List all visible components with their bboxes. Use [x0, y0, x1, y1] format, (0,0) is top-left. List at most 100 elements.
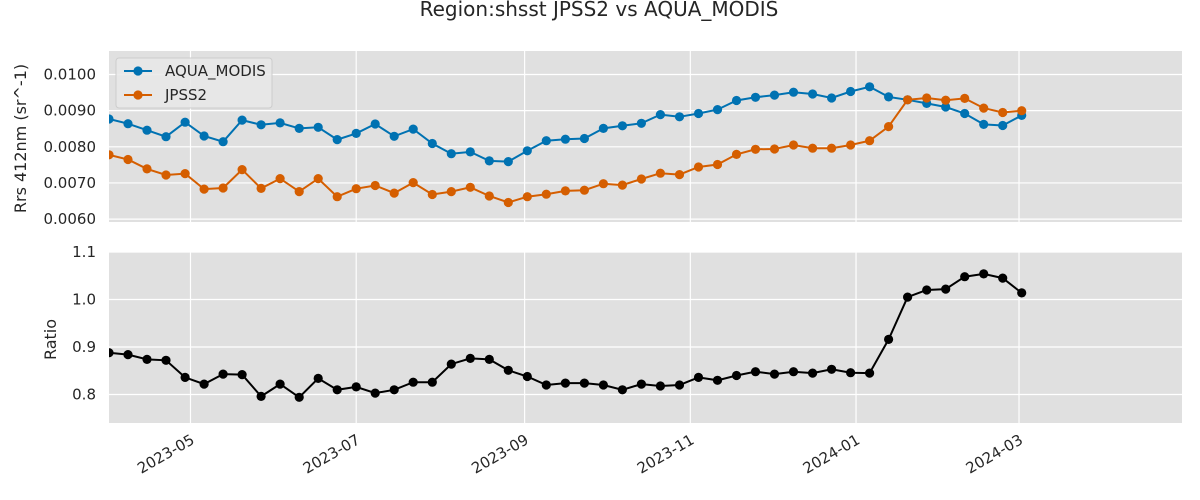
ratio-point [313, 373, 323, 383]
jpss2-point [941, 95, 951, 105]
ratio-plot-area [109, 269, 1027, 402]
aqua-modis-point [865, 82, 875, 92]
jpss2-point [123, 154, 133, 165]
ratio-point [655, 381, 666, 391]
jpss2-point [712, 159, 723, 170]
jpss2-point [541, 189, 551, 199]
aqua-modis-point [484, 156, 494, 166]
ratio-point [142, 354, 152, 364]
y-tick-label: 0.0070 [44, 174, 97, 192]
ratio-point [408, 377, 418, 387]
ratio-point [712, 375, 723, 385]
x-tick-label: 2023-07 [300, 431, 363, 478]
jpss2-point [522, 192, 532, 202]
jpss2-point [332, 192, 342, 202]
aqua-modis-point [846, 86, 856, 97]
jpss2-point [180, 169, 190, 179]
ratio-point [579, 378, 590, 388]
rrs-y-axis-label: Rrs 412nm (sr^-1) [11, 64, 30, 213]
jpss2-point [693, 162, 704, 172]
ratio-point [979, 269, 989, 279]
aqua-modis-point [712, 105, 723, 115]
ratio-point [522, 371, 532, 382]
ratio-point [180, 372, 190, 382]
aqua-modis-point [218, 137, 228, 147]
rrs-plot-area [109, 82, 1027, 208]
jpss2-point [827, 143, 837, 153]
aqua-modis-point [655, 110, 666, 120]
jpss2-point [465, 182, 475, 192]
ratio-point [636, 379, 647, 389]
ratio-point [693, 372, 704, 382]
jpss2-point [808, 143, 818, 153]
aqua-modis-point [541, 136, 551, 146]
rrs-panel: 0.0060 0.0070 0.0080 0.0090 0.0100 Rrs 412nm … [11, 51, 1182, 228]
jpss2-point [903, 95, 913, 105]
y-tick-label: 0.0090 [44, 102, 97, 120]
ratio-point [294, 392, 304, 402]
jpss2-point [446, 187, 456, 197]
ratio-point [465, 353, 475, 363]
aqua-modis-point [617, 121, 628, 131]
aqua-modis-point [579, 133, 590, 144]
aqua-modis-point [199, 131, 209, 141]
legend-label-aqua-modis: AQUA_MODIS [165, 62, 266, 81]
aqua-modis-point [123, 119, 133, 129]
jpss2-point [351, 184, 361, 194]
ratio-point [256, 391, 266, 401]
jpss2-point [960, 93, 970, 103]
aqua-modis-point [161, 132, 171, 142]
jpss2-point [884, 122, 894, 132]
jpss2-point [922, 93, 932, 103]
y-tick-label: 1.1 [72, 243, 96, 261]
y-tick-label: 0.0080 [44, 138, 97, 156]
aqua-modis-point [979, 119, 989, 129]
jpss2-point [484, 191, 494, 201]
aqua-modis-point [636, 118, 647, 128]
ratio-point [884, 334, 894, 344]
aqua-modis-point [142, 125, 152, 135]
ratio-point [617, 385, 628, 395]
ratio-point [598, 380, 609, 390]
plot-background [109, 51, 1182, 222]
jpss2-point [617, 180, 628, 190]
jpss2-point [636, 174, 647, 184]
aqua-modis-point [446, 149, 456, 159]
ratio-point [275, 379, 285, 389]
chart-title: Region:shsst JPSS2 vs AQUA_MODIS [420, 0, 779, 21]
jpss2-point [503, 197, 513, 208]
aqua-modis-point [731, 95, 742, 106]
ratio-point [960, 272, 970, 282]
ratio-point [237, 370, 247, 380]
jpss2-point [846, 140, 856, 150]
x-axis: 2023-05 2023-07 2023-09 2023-11 2024-01 2024-… [134, 431, 1026, 478]
aqua-modis-point [674, 112, 685, 122]
legend: AQUA_MODIS JPSS2 [115, 57, 273, 109]
ratio-point [560, 378, 571, 388]
ratio-point [750, 367, 761, 377]
legend-box [115, 57, 273, 109]
jpss2-point [560, 186, 571, 196]
jpss2-point [313, 174, 323, 184]
aqua-modis-point [522, 146, 532, 156]
aqua-modis-point [465, 147, 475, 157]
jpss2-point [370, 180, 380, 191]
jpss2-point [275, 174, 285, 184]
ratio-y-axis-label: Ratio [41, 319, 60, 360]
ratio-point [199, 379, 209, 389]
ratio-point [827, 364, 837, 374]
aqua-modis-point [598, 123, 609, 133]
aqua-modis-point [750, 92, 761, 102]
x-tick-label: 2024-01 [800, 431, 863, 478]
aqua-modis-point [693, 108, 704, 119]
ratio-point [332, 385, 342, 395]
aqua-modis-point [960, 108, 970, 119]
aqua-modis-point [389, 131, 399, 141]
ratio-point [865, 368, 875, 378]
ratio-point [922, 285, 932, 295]
aqua-modis-point [769, 90, 780, 100]
aqua-modis-point [294, 123, 304, 133]
jpss2-point [256, 183, 266, 193]
ratio-point [788, 367, 799, 377]
ratio-point [446, 359, 456, 369]
